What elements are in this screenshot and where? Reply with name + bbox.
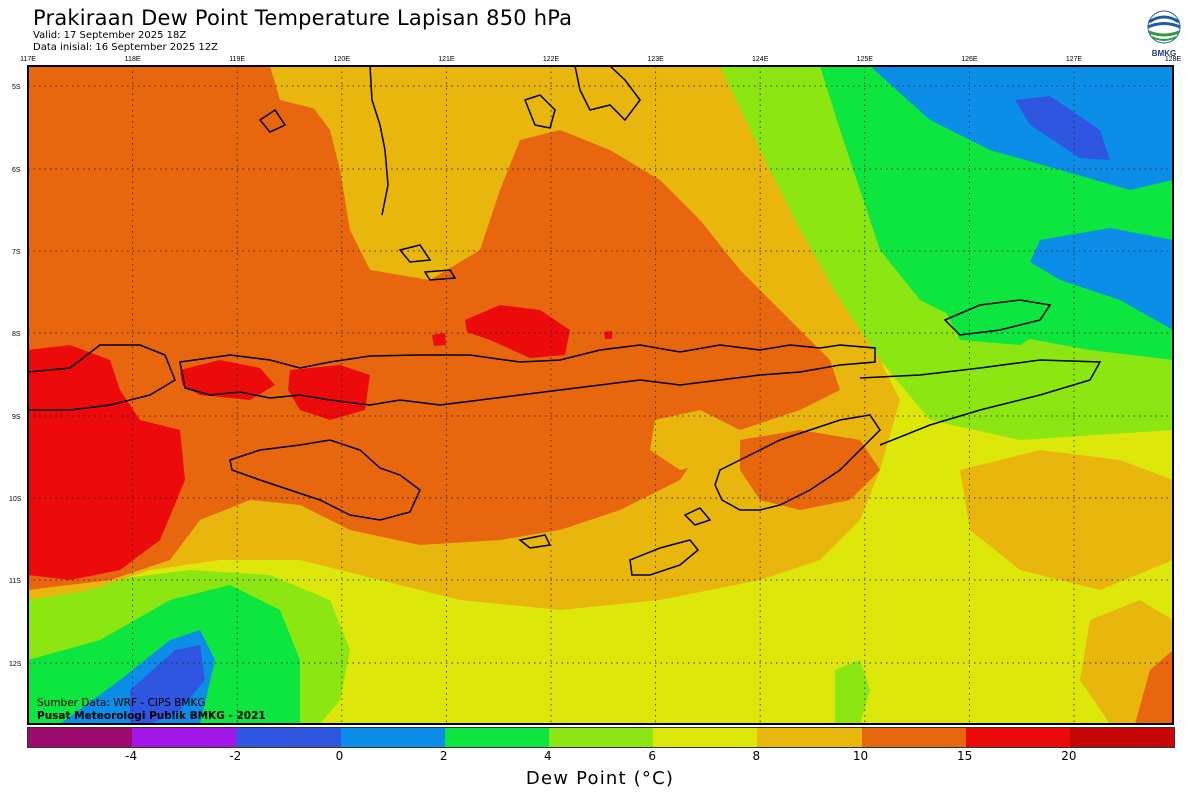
colorbar-segment bbox=[1069, 728, 1175, 747]
lon-label: 126E bbox=[961, 56, 978, 63]
lon-label: 128E bbox=[1165, 56, 1182, 63]
bmkg-logo-icon: BMKG bbox=[1144, 8, 1184, 58]
colorbar-tick: 8 bbox=[752, 749, 761, 763]
lat-label: 11S bbox=[9, 578, 21, 585]
flores-small-islands bbox=[518, 507, 712, 549]
lon-label: 119E bbox=[229, 56, 245, 63]
colorbar-tick: 6 bbox=[648, 749, 656, 763]
colorbar-title: Dew Point (°C) bbox=[525, 768, 675, 789]
colorbar-segment bbox=[861, 728, 966, 747]
longitude-labels: 117E 118E 119E 120E 121E 122E 123E 124E … bbox=[20, 56, 1181, 63]
colorbar-segment bbox=[340, 728, 445, 747]
colorbar-tick: -2 bbox=[229, 749, 242, 763]
lon-label: 122E bbox=[543, 56, 560, 63]
colorbar-tick: -4 bbox=[125, 749, 138, 763]
timor-coastline bbox=[714, 414, 881, 511]
lat-label: 6S bbox=[12, 167, 21, 174]
lon-label: 121E bbox=[438, 56, 455, 63]
init-time: Data inisial: 16 September 2025 12Z bbox=[33, 42, 218, 53]
dew-point-field bbox=[28, 66, 1173, 724]
colorbar-tick: 15 bbox=[957, 749, 973, 763]
lat-label: 8S bbox=[12, 331, 21, 338]
data-source-credit: Sumber Data: WRF - CIPS BMKG bbox=[37, 697, 206, 709]
colorbar-tick: 0 bbox=[335, 749, 344, 763]
selayar-coastline bbox=[574, 65, 641, 122]
latitude-labels: 5S 6S 7S 8S 9S 10S 11S 12S bbox=[9, 84, 22, 668]
organization-credit: Pusat Meteorologi Publik BMKG - 2021 bbox=[37, 710, 266, 722]
lon-label: 127E bbox=[1066, 56, 1083, 63]
sumba-coastline bbox=[229, 439, 421, 521]
lat-label: 5S bbox=[12, 84, 21, 91]
colorbar-segment bbox=[757, 728, 862, 747]
graticule bbox=[28, 66, 1173, 724]
lon-label: 123E bbox=[647, 56, 664, 63]
kalimantan-small-islands bbox=[258, 108, 457, 281]
banda-islands bbox=[943, 299, 1052, 336]
rote-island-coastline bbox=[629, 539, 700, 576]
lat-label: 10S bbox=[9, 496, 22, 503]
lon-label: 120E bbox=[334, 56, 351, 63]
valid-time: Valid: 17 September 2025 18Z bbox=[33, 30, 187, 41]
colorbar-segment bbox=[132, 728, 237, 747]
colorbar-tick: 4 bbox=[544, 749, 552, 763]
logo-text: BMKG bbox=[1152, 49, 1176, 58]
sumbawa-coastline bbox=[179, 344, 876, 406]
lat-label: 9S bbox=[12, 414, 21, 421]
colorbar bbox=[27, 727, 1175, 748]
colorbar-segment bbox=[28, 728, 133, 747]
colorbar-segment bbox=[236, 728, 341, 747]
timor-border-line bbox=[859, 359, 1102, 446]
lon-label: 117E bbox=[20, 56, 36, 63]
map-frame bbox=[27, 65, 1174, 725]
lon-label: 118E bbox=[125, 56, 141, 63]
colorbar-tick: 20 bbox=[1061, 749, 1077, 763]
bali-lombok-coastline bbox=[27, 344, 176, 411]
lat-label: 7S bbox=[12, 249, 21, 256]
colorbar-tick: 10 bbox=[852, 749, 869, 763]
page-title: Prakiraan Dew Point Temperature Lapisan … bbox=[33, 6, 573, 30]
colorbar-tick: 2 bbox=[439, 749, 448, 763]
lat-label: 12S bbox=[9, 661, 22, 668]
colorbar-ticks: -4 -2 0 2 4 6 8 10 15 20 bbox=[27, 749, 1173, 763]
coastlines bbox=[27, 65, 1102, 576]
colorbar-segment bbox=[965, 728, 1070, 747]
colorbar-segment bbox=[444, 728, 549, 747]
colorbar-segment bbox=[548, 728, 654, 747]
lon-label: 125E bbox=[857, 56, 874, 63]
buton-coastline bbox=[524, 94, 556, 129]
sulawesi-coastline bbox=[369, 65, 389, 216]
lon-label: 124E bbox=[752, 56, 769, 63]
colorbar-segment bbox=[653, 728, 758, 747]
